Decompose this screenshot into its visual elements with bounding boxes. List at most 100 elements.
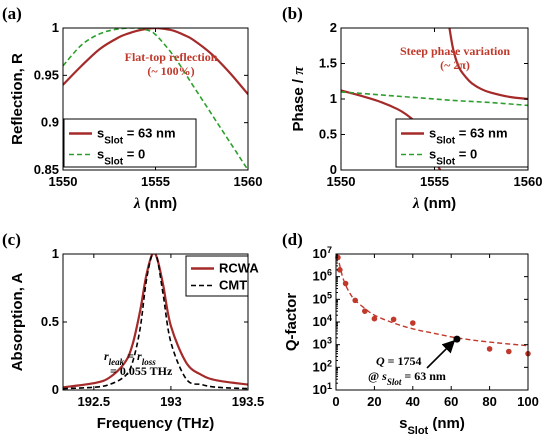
y-tick-exponent: 3: [327, 336, 332, 346]
annotation-q-value: = 1754: [385, 354, 422, 368]
data-point: [506, 348, 512, 355]
annotation-at: @ sSlot = 63 nm: [368, 369, 446, 387]
x-axis-label-sub: Slot: [407, 425, 428, 437]
legend-text-sub: Slot: [436, 135, 456, 146]
annotation-equals: =: [124, 349, 137, 363]
y-tick-label: 0.85: [34, 162, 59, 177]
legend-text-sub: Slot: [436, 156, 456, 167]
y-tick-base: 10: [313, 269, 327, 284]
x-tick-label: 193.5: [232, 394, 265, 409]
y-tick-base: 10: [313, 337, 327, 352]
x-axis-label: λ (nm): [412, 195, 456, 212]
y-tick-label: 1: [330, 91, 337, 106]
data-point: [371, 315, 378, 322]
legend-entry: sSlot = 63 nm: [97, 126, 176, 147]
y-tick-base: 10: [313, 359, 327, 374]
annotation-value: = 0.055 THz: [110, 364, 173, 378]
data-point: [337, 267, 343, 273]
panel-label: (c): [2, 230, 21, 249]
annotation-line-1: Steep phase variation: [400, 44, 510, 58]
annotation-line-1: Flat-top reflection: [125, 50, 218, 64]
annotation-q: Q = 1754: [376, 354, 422, 368]
x-tick-label: 1555: [420, 174, 449, 189]
y-tick-label: 1: [52, 20, 59, 35]
x-tick-label: 1560: [234, 174, 263, 189]
legend-text: CMT: [219, 278, 247, 293]
series-line-0: [63, 254, 248, 389]
y-tick-exponent: 4: [327, 313, 332, 323]
panel-b: 1550 1555 1560 0 0.5 1 1.5 2 (b) λ (nm) Phase / π S…: [282, 4, 542, 212]
annotation-sub2: loss: [142, 357, 157, 367]
series-line-1: [448, 28, 528, 101]
y-tick-label: 1: [52, 246, 59, 261]
y-axis-label-symbol: π: [291, 66, 307, 75]
y-axis-label-main: Phase /: [290, 75, 307, 132]
y-tick-exponent: 6: [327, 268, 332, 278]
y-tick-base: 10: [313, 314, 327, 329]
x-axis-label-unit: (nm): [141, 195, 178, 212]
legend-text-val: = 63 nm: [123, 126, 175, 141]
x-tick-label: 1560: [514, 174, 543, 189]
y-tick-label: 101: [313, 381, 332, 397]
panel-a: 1550 1555 1560 0.85 0.9 0.95 1 (a) λ (nm) Reflect…: [2, 4, 262, 212]
y-tick-label: 0.5: [319, 127, 337, 142]
series-line-2: [341, 91, 528, 107]
legend-text-main: s: [429, 147, 436, 162]
x-tick-label: 0: [332, 394, 339, 409]
legend-entry: sSlot = 0: [429, 147, 477, 168]
y-tick-label: 107: [313, 245, 332, 261]
annotation-arrow: [426, 339, 456, 369]
y-axis-label: Absorption, A: [9, 273, 26, 372]
y-tick-label: 0.9: [41, 115, 59, 130]
y-tick-label: 102: [313, 358, 332, 374]
legend-text-sub: Slot: [104, 135, 124, 146]
x-tick-label: 1550: [49, 174, 78, 189]
x-axis-label-symbol: λ: [412, 196, 420, 212]
legend-text-val: = 63 nm: [455, 126, 507, 141]
x-axis-label: λ (nm): [133, 195, 177, 212]
legend-text-main: s: [97, 126, 104, 141]
panel-c: 192.5 193 193.5 0 0.5 1 (c) Frequency (THz) Abso…: [2, 230, 264, 432]
y-axis-label: Q-factor: [283, 293, 300, 352]
data-point: [362, 308, 368, 314]
legend-entry: RCWA: [219, 261, 259, 276]
data-point: [352, 297, 359, 304]
data-point: [486, 346, 493, 352]
y-tick-base: 10: [313, 246, 327, 261]
legend-box: [185, 255, 249, 297]
annotation-q-symbol: Q: [376, 354, 385, 368]
x-tick-label: 193: [160, 394, 182, 409]
data-point: [342, 280, 349, 287]
y-tick-exponent: 7: [327, 245, 332, 255]
x-axis-label: sSlot (nm): [399, 415, 465, 437]
y-tick-label: 104: [313, 313, 332, 329]
y-tick-base: 10: [313, 291, 327, 306]
y-tick-label: 0: [52, 382, 59, 397]
y-tick-base: 10: [313, 382, 327, 397]
x-tick-label: 80: [482, 394, 496, 409]
legend-box: [63, 118, 197, 168]
series-line-0: [63, 28, 248, 95]
legend-entry: sSlot = 63 nm: [429, 126, 508, 147]
y-tick-exponent: 2: [327, 358, 332, 368]
legend-text: RCWA: [219, 261, 259, 276]
x-tick-label: 20: [367, 394, 381, 409]
legend-text-val: = 0: [123, 147, 145, 162]
y-tick-label: 1.5: [319, 56, 337, 71]
legend-text-sub: Slot: [104, 156, 124, 167]
annotation-sub1: leak: [109, 357, 125, 367]
legend-text-main: s: [97, 147, 104, 162]
x-tick-label: 1550: [327, 174, 356, 189]
highlight-point: [453, 335, 461, 343]
y-axis-label: Reflection, R: [9, 53, 26, 145]
x-tick-label: 100: [517, 394, 539, 409]
y-tick-label: 0: [330, 162, 337, 177]
annotation-r1: r: [104, 349, 109, 363]
annotation-line-2: (~ 100%): [147, 64, 194, 78]
x-tick-label: 40: [406, 394, 420, 409]
panel-d: (d)0 20 40 60 80 100101102103104105106107sSlo…: [282, 230, 539, 437]
annotation-at-post: = 63 nm: [401, 369, 446, 383]
y-tick-label: 0.5: [41, 314, 59, 329]
x-axis-label: Frequency (THz): [97, 415, 215, 432]
